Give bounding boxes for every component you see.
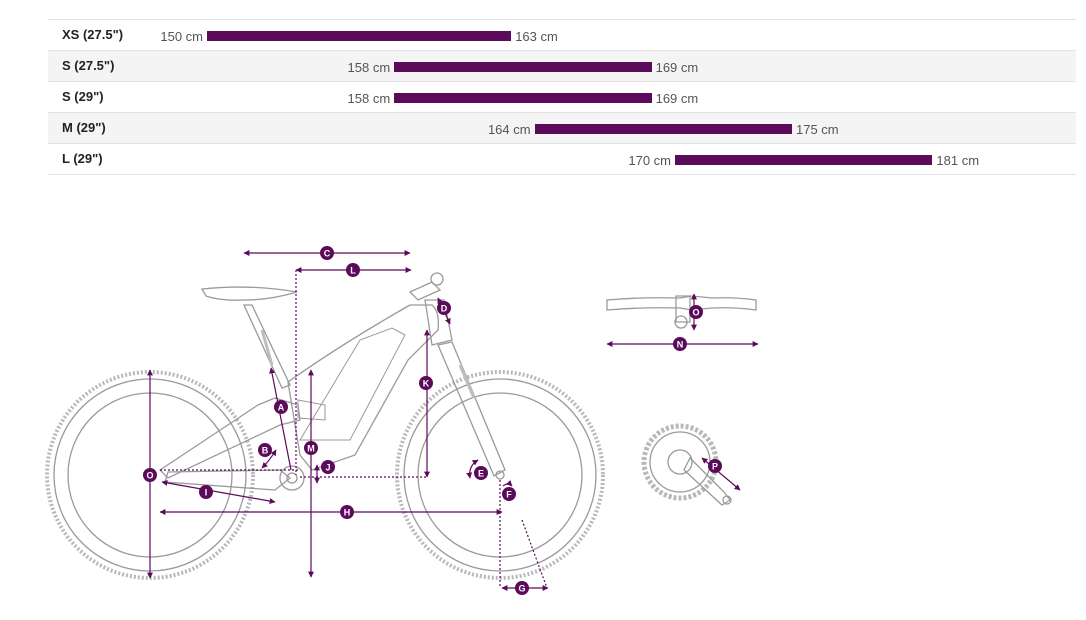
fork xyxy=(437,341,506,477)
height-range-bar xyxy=(394,62,652,72)
svg-text:G: G xyxy=(518,584,525,594)
saddle xyxy=(200,286,298,301)
bike-outline xyxy=(45,272,605,580)
frame-front xyxy=(287,304,440,471)
height-range-bar xyxy=(534,124,792,134)
svg-text:H: H xyxy=(344,508,351,518)
size-label: L (29") xyxy=(62,151,103,166)
svg-text:J: J xyxy=(325,463,330,473)
label-a: A xyxy=(274,400,288,414)
svg-text:B: B xyxy=(262,446,269,456)
label-d: D xyxy=(437,301,451,315)
height-range-bar xyxy=(675,155,933,165)
svg-text:E: E xyxy=(478,469,484,479)
height-max-label: 169 cm xyxy=(655,91,699,106)
size-row-xs-27-5: XS (27.5") 150 cm 163 cm xyxy=(48,19,1076,50)
svg-text:N: N xyxy=(677,340,684,350)
label-b: B xyxy=(258,443,272,457)
svg-text:C: C xyxy=(324,249,331,259)
size-chart: XS (27.5") 150 cm 163 cm S (27.5") 158 c… xyxy=(48,19,1076,175)
label-c: C xyxy=(320,246,334,260)
handlebar-detail xyxy=(606,295,757,329)
height-min-label: 158 cm xyxy=(347,91,391,106)
svg-text:D: D xyxy=(441,304,448,314)
label-i: I xyxy=(199,485,213,499)
rear-triangle xyxy=(158,397,301,479)
svg-text:K: K xyxy=(423,379,430,389)
size-row-s-29: S (29") 158 cm 169 cm xyxy=(48,81,1076,112)
size-label: S (29") xyxy=(62,89,104,104)
label-f: F xyxy=(502,487,516,501)
size-label: M (29") xyxy=(62,120,106,135)
svg-text:O: O xyxy=(146,471,153,481)
svg-text:O: O xyxy=(692,308,699,318)
measurement-lines xyxy=(147,250,759,591)
label-n: N xyxy=(673,337,687,351)
svg-text:A: A xyxy=(278,403,285,413)
height-max-label: 181 cm xyxy=(936,153,980,168)
svg-text:I: I xyxy=(205,488,208,498)
label-g: G xyxy=(515,581,529,595)
label-o-wheel: O xyxy=(143,468,157,482)
label-l: L xyxy=(346,263,360,277)
front-wheel xyxy=(395,370,605,580)
size-row-s-27-5: S (27.5") 158 cm 169 cm xyxy=(48,50,1076,81)
svg-text:F: F xyxy=(506,490,512,500)
rear-shock xyxy=(297,399,326,421)
svg-text:L: L xyxy=(350,266,356,276)
size-row-m-29: M (29") 164 cm 175 cm xyxy=(48,112,1076,143)
label-e: E xyxy=(474,466,488,480)
svg-text:P: P xyxy=(712,462,718,472)
label-k: K xyxy=(419,376,433,390)
label-j: J xyxy=(321,460,335,474)
height-min-label: 170 cm xyxy=(628,153,671,168)
height-max-label: 175 cm xyxy=(796,122,839,137)
height-min-label: 150 cm xyxy=(160,29,203,44)
size-label: XS (27.5") xyxy=(62,27,124,42)
stem xyxy=(408,281,442,301)
size-label: S (27.5") xyxy=(62,58,115,73)
height-min-label: 158 cm xyxy=(347,60,391,75)
label-p: P xyxy=(708,459,722,473)
height-range-bar xyxy=(394,93,652,103)
measurement-labels: A B C D E F G H I J K L M N O P O xyxy=(143,246,722,595)
label-m: M xyxy=(304,441,318,455)
size-row-l-29: L (29") 170 cm 181 cm xyxy=(48,143,1076,175)
height-min-label: 164 cm xyxy=(487,122,531,137)
label-o-rise: O xyxy=(689,305,703,319)
height-max-label: 169 cm xyxy=(655,60,699,75)
svg-text:M: M xyxy=(307,444,315,454)
label-h: H xyxy=(340,505,354,519)
height-range-bar xyxy=(207,31,512,41)
height-max-label: 163 cm xyxy=(515,29,558,44)
